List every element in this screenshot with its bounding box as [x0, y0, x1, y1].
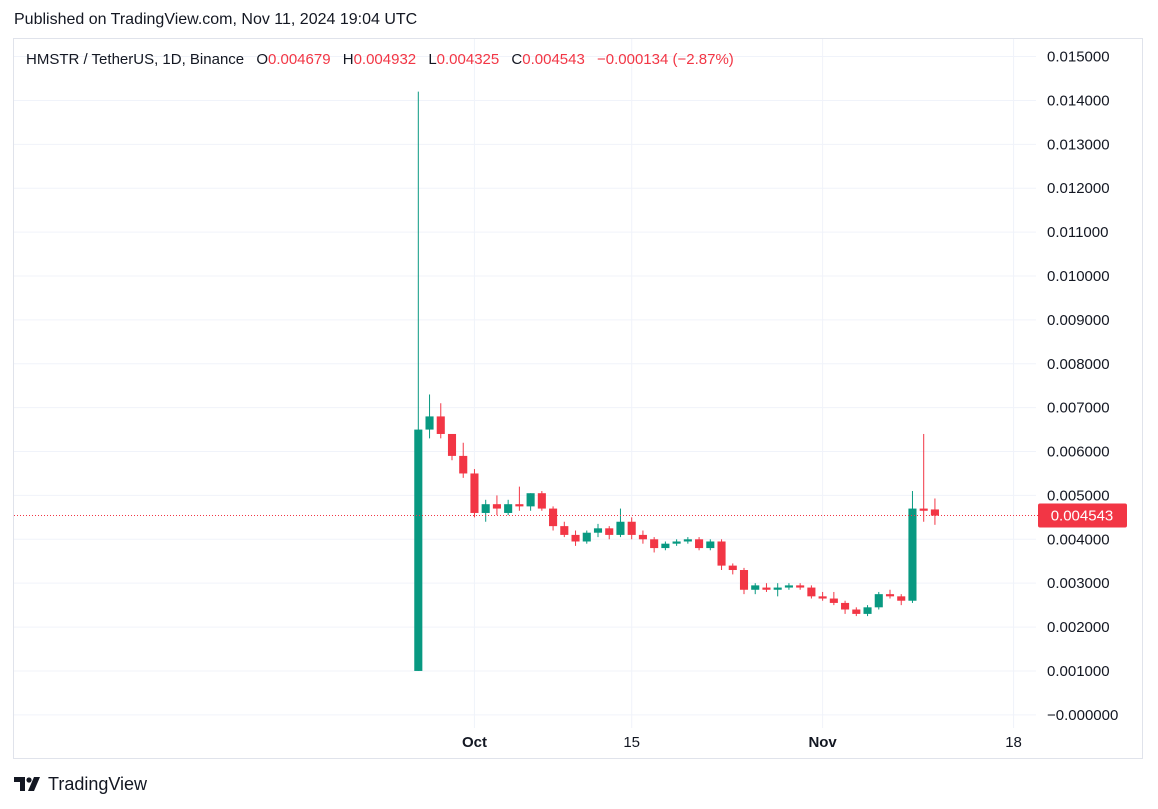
candle-body — [897, 596, 906, 601]
tradingview-logo-icon — [14, 776, 40, 791]
price-tick-label: 0.015000 — [1047, 49, 1110, 66]
price-tick-label: 0.008000 — [1047, 356, 1110, 373]
candle-body — [717, 541, 726, 566]
candle-body — [571, 534, 580, 542]
candle-body — [560, 526, 569, 535]
candle-body — [796, 585, 805, 588]
candle-body — [706, 541, 715, 549]
candle-body — [773, 587, 782, 590]
published-label: Published on TradingView.com, Nov 11, 20… — [14, 11, 418, 28]
change-value: −0.000134 (−2.87%) — [597, 51, 734, 68]
symbol-legend: HMSTR / TetherUS, 1D, Binance O0.004679 … — [26, 51, 734, 68]
overlay: 0.004543 — [14, 503, 1127, 528]
candle-body — [627, 521, 636, 535]
last-price-badge-label: 0.004543 — [1051, 507, 1114, 524]
open-label: O — [256, 51, 268, 68]
price-tick-label: 0.014000 — [1047, 92, 1110, 109]
candle-body — [661, 543, 670, 549]
time-tick-label: 18 — [1005, 734, 1022, 751]
candle-body — [930, 509, 939, 516]
candle-body — [549, 508, 558, 527]
candle-body — [818, 596, 827, 599]
candle-body — [863, 607, 872, 614]
candle-body — [605, 528, 614, 535]
price-tick-label: −0.000000 — [1047, 707, 1118, 724]
candle-body — [751, 585, 760, 590]
candle-body — [650, 539, 659, 549]
close-value: 0.004543 — [522, 51, 585, 68]
price-tick-label: 0.005000 — [1047, 487, 1110, 504]
candle-body — [425, 416, 434, 430]
price-tick-label: 0.012000 — [1047, 180, 1110, 197]
close-label: C — [511, 51, 523, 68]
price-tick-label: 0.009000 — [1047, 312, 1110, 329]
time-tick-label: Oct — [462, 734, 487, 751]
candle-body — [436, 416, 445, 434]
candle-body — [762, 587, 771, 590]
candle-body — [784, 585, 793, 588]
candle-body — [537, 493, 546, 509]
price-tick-label: 0.007000 — [1047, 400, 1110, 417]
low-value: 0.004325 — [436, 51, 500, 68]
candle-body — [470, 473, 479, 513]
candle-body — [504, 504, 513, 513]
tradingview-brand: TradingView — [48, 774, 148, 794]
candle-body — [492, 504, 501, 509]
candle-body — [582, 532, 591, 542]
price-tick-label: 0.004000 — [1047, 531, 1110, 548]
candle-body — [459, 455, 468, 474]
time-tick-label: Nov — [808, 734, 837, 751]
candle-body — [447, 433, 457, 456]
time-axis: Oct 15 Nov 18 — [462, 734, 1022, 751]
low-label: L — [428, 51, 437, 68]
price-tick-label: 0.011000 — [1047, 224, 1108, 241]
footer-logo[interactable]: TradingView — [14, 774, 147, 795]
candle-body — [829, 598, 838, 603]
time-tick-label: 15 — [623, 734, 640, 751]
price-tick-label: 0.001000 — [1047, 663, 1110, 680]
price-tick-label: 0.013000 — [1047, 136, 1110, 153]
candle-body — [695, 539, 704, 549]
candle-body — [481, 504, 490, 513]
candle-body — [841, 602, 850, 610]
candle-body — [593, 528, 603, 533]
last-price-badge — [1038, 503, 1127, 528]
candle-body — [616, 521, 625, 535]
candles — [414, 91, 939, 671]
candle-body — [672, 541, 681, 544]
symbol-name[interactable]: HMSTR / TetherUS, 1D, Binance — [26, 51, 245, 68]
high-label: H — [342, 51, 354, 68]
candle-body — [919, 508, 928, 511]
candle-body — [414, 429, 423, 671]
candle-body — [852, 609, 861, 614]
candle-body — [638, 534, 647, 540]
open-value: 0.004679 — [267, 51, 331, 68]
candle-body — [908, 508, 917, 601]
candle-body — [526, 493, 535, 507]
price-tick-label: 0.010000 — [1047, 268, 1110, 285]
candle-body — [807, 587, 816, 597]
high-value: 0.004932 — [353, 51, 417, 68]
candle-body — [885, 594, 895, 597]
price-tick-label: 0.006000 — [1047, 444, 1110, 461]
candle-body — [515, 504, 524, 507]
candle-body — [728, 565, 737, 571]
candle-body — [739, 570, 749, 590]
candle-body — [874, 594, 883, 608]
price-tick-label: 0.003000 — [1047, 575, 1110, 592]
grid-lines — [14, 39, 1036, 728]
chart-frame — [13, 38, 1143, 759]
price-tick-label: 0.002000 — [1047, 619, 1110, 636]
candle-body — [683, 539, 692, 542]
price-axis: 0.015000 0.014000 0.013000 0.012000 0.011000… — [1047, 49, 1118, 724]
